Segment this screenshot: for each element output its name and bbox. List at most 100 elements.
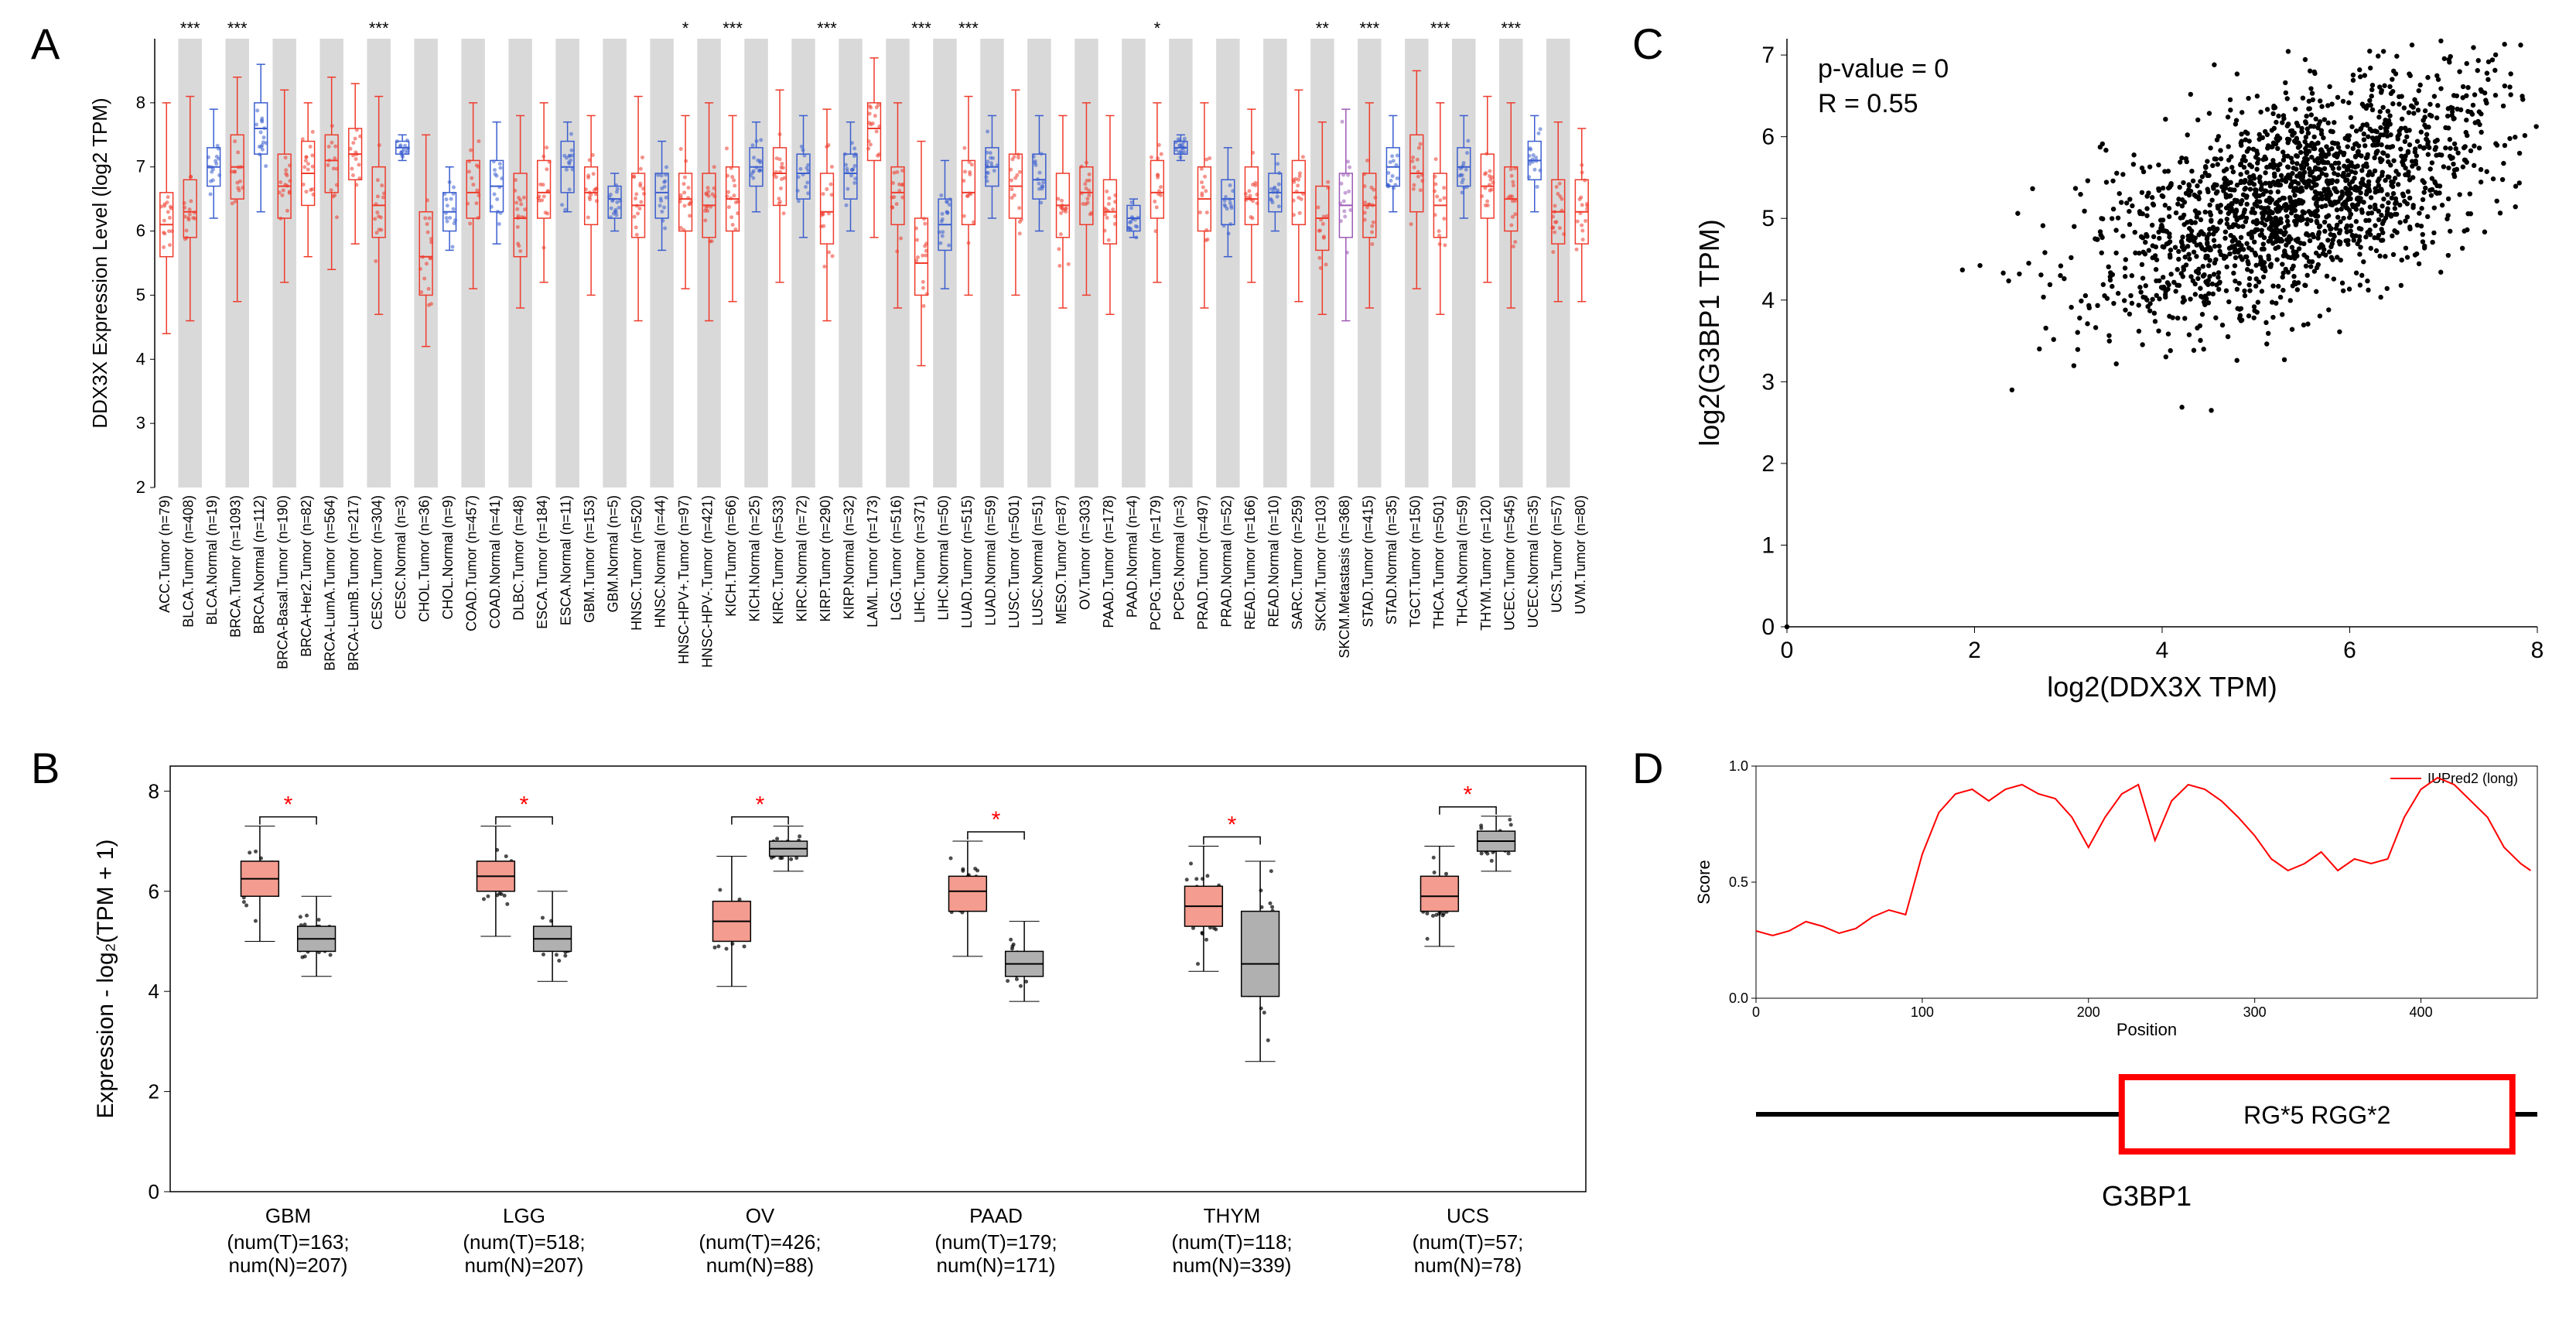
svg-text:SARC.Tumor (n=259): SARC.Tumor (n=259) — [1290, 495, 1305, 630]
svg-text:Score: Score — [1694, 860, 1713, 904]
svg-text:BRCA-LumA.Tumor (n=564): BRCA-LumA.Tumor (n=564) — [323, 495, 338, 671]
svg-text:THCA.Tumor (n=501): THCA.Tumor (n=501) — [1431, 495, 1447, 629]
svg-text:***: *** — [1430, 19, 1450, 38]
svg-text:HNSC.Tumor (n=520): HNSC.Tumor (n=520) — [629, 495, 644, 631]
svg-text:num(N)=339): num(N)=339) — [1173, 1254, 1292, 1277]
svg-text:6: 6 — [149, 880, 159, 903]
svg-text:LUSC.Normal (n=51): LUSC.Normal (n=51) — [1030, 495, 1045, 626]
svg-text:LUSC.Tumor (n=501): LUSC.Tumor (n=501) — [1006, 495, 1022, 628]
svg-text:100: 100 — [1911, 1004, 1934, 1020]
svg-text:num(N)=88): num(N)=88) — [706, 1254, 814, 1277]
svg-text:2: 2 — [136, 477, 145, 497]
svg-text:COAD.Normal (n=41): COAD.Normal (n=41) — [487, 495, 503, 629]
svg-text:*: * — [520, 792, 529, 818]
svg-text:DDX3X Expression Level (log2 T: DDX3X Expression Level (log2 TPM) — [88, 98, 111, 428]
svg-text:log2(G3BP1 TPM): log2(G3BP1 TPM) — [1693, 219, 1725, 446]
svg-text:8: 8 — [2531, 638, 2544, 663]
svg-text:CESC.Tumor (n=304): CESC.Tumor (n=304) — [370, 495, 385, 630]
svg-text:num(N)=171): num(N)=171) — [937, 1254, 1056, 1277]
svg-text:LIHC.Normal (n=50): LIHC.Normal (n=50) — [935, 495, 951, 621]
svg-text:PRAD.Tumor (n=497): PRAD.Tumor (n=497) — [1195, 495, 1211, 630]
svg-text:KIRC.Normal (n=72): KIRC.Normal (n=72) — [794, 495, 810, 622]
svg-text:7: 7 — [1761, 43, 1775, 68]
svg-text:UCEC.Tumor (n=545): UCEC.Tumor (n=545) — [1502, 495, 1517, 631]
svg-text:HNSC.Normal (n=44): HNSC.Normal (n=44) — [653, 495, 668, 628]
svg-text:THYM.Tumor (n=120): THYM.Tumor (n=120) — [1478, 495, 1494, 631]
panel-C-chart: 0246801234567log2(DDX3X TPM)log2(G3BP1 T… — [1686, 23, 2553, 720]
svg-text:ESCA.Tumor (n=184): ESCA.Tumor (n=184) — [535, 495, 550, 629]
panel-label-C: C — [1632, 19, 1663, 69]
svg-text:RG*5 RGG*2: RG*5 RGG*2 — [2243, 1101, 2390, 1129]
svg-text:2: 2 — [1968, 638, 1981, 663]
svg-text:HNSC-HPV+.Tumor (n=97): HNSC-HPV+.Tumor (n=97) — [676, 495, 692, 664]
svg-text:READ.Tumor (n=166): READ.Tumor (n=166) — [1242, 495, 1258, 630]
panel-label-D: D — [1632, 743, 1663, 793]
svg-text:*: * — [1154, 19, 1161, 38]
svg-text:READ.Normal (n=10): READ.Normal (n=10) — [1266, 495, 1281, 628]
svg-text:UVM.Tumor (n=80): UVM.Tumor (n=80) — [1573, 495, 1588, 614]
svg-text:PCPG.Normal (n=3): PCPG.Normal (n=3) — [1171, 495, 1187, 621]
svg-text:***: *** — [1359, 19, 1379, 38]
svg-text:R = 0.55: R = 0.55 — [1818, 89, 1918, 118]
svg-text:GBM: GBM — [265, 1204, 311, 1227]
svg-text:1: 1 — [1761, 532, 1775, 558]
svg-text:0: 0 — [149, 1180, 159, 1203]
panel-label-B: B — [31, 743, 60, 793]
svg-text:UCEC.Normal (n=35): UCEC.Normal (n=35) — [1525, 495, 1541, 628]
svg-text:num(N)=78): num(N)=78) — [1414, 1254, 1522, 1277]
svg-text:UCS.Tumor (n=57): UCS.Tumor (n=57) — [1549, 495, 1564, 613]
svg-text:log2(DDX3X TPM): log2(DDX3X TPM) — [2047, 671, 2277, 703]
svg-text:G3BP1: G3BP1 — [2102, 1180, 2192, 1212]
svg-text:OV.Tumor (n=303): OV.Tumor (n=303) — [1077, 495, 1092, 610]
svg-text:0: 0 — [1752, 1004, 1760, 1020]
svg-text:OV: OV — [746, 1204, 775, 1227]
svg-text:num(N)=207): num(N)=207) — [229, 1254, 348, 1277]
svg-text:*: * — [284, 792, 293, 818]
svg-text:*: * — [682, 19, 689, 38]
svg-text:LGG.Tumor (n=516): LGG.Tumor (n=516) — [888, 495, 904, 621]
svg-text:CESC.Normal (n=3): CESC.Normal (n=3) — [393, 495, 408, 620]
svg-text:CHOL.Tumor (n=36): CHOL.Tumor (n=36) — [417, 495, 432, 622]
svg-text:THYM: THYM — [1204, 1204, 1261, 1227]
svg-text:*: * — [1464, 782, 1473, 808]
svg-text:400: 400 — [2410, 1004, 2433, 1020]
svg-text:***: *** — [911, 19, 931, 38]
svg-text:(num(T)=179;: (num(T)=179; — [934, 1230, 1057, 1254]
svg-text:PAAD.Tumor (n=178): PAAD.Tumor (n=178) — [1101, 495, 1116, 628]
svg-text:0.0: 0.0 — [1729, 990, 1748, 1006]
svg-text:BRCA.Normal (n=112): BRCA.Normal (n=112) — [251, 495, 267, 634]
svg-text:CHOL.Normal (n=9): CHOL.Normal (n=9) — [440, 495, 456, 620]
svg-text:8: 8 — [136, 93, 145, 112]
svg-text:0: 0 — [1781, 638, 1794, 663]
svg-text:4: 4 — [2156, 638, 2169, 663]
svg-text:Position: Position — [2116, 1020, 2177, 1039]
svg-text:ACC.Tumor (n=79): ACC.Tumor (n=79) — [157, 495, 173, 613]
svg-text:BRCA.Tumor (n=1093): BRCA.Tumor (n=1093) — [228, 495, 244, 638]
svg-text:2: 2 — [149, 1080, 159, 1103]
svg-text:200: 200 — [2077, 1004, 2100, 1020]
panel-B-chart: 02468Expression - log₂(TPM + 1)*GBM(num(… — [85, 751, 1601, 1308]
svg-text:UCS: UCS — [1447, 1204, 1489, 1227]
svg-text:3: 3 — [1761, 369, 1775, 395]
svg-text:***: *** — [180, 19, 200, 38]
svg-text:BLCA.Normal (n=19): BLCA.Normal (n=19) — [204, 495, 220, 625]
svg-text:3: 3 — [136, 413, 145, 433]
svg-text:LGG: LGG — [503, 1204, 545, 1227]
svg-text:num(N)=207): num(N)=207) — [465, 1254, 584, 1277]
svg-text:THCA.Normal (n=59): THCA.Normal (n=59) — [1454, 495, 1470, 627]
svg-text:COAD.Tumor (n=457): COAD.Tumor (n=457) — [464, 495, 480, 631]
svg-text:DLBC.Tumor (n=48): DLBC.Tumor (n=48) — [511, 495, 527, 621]
svg-text:2: 2 — [1761, 451, 1775, 477]
svg-text:PAAD.Normal (n=4): PAAD.Normal (n=4) — [1124, 495, 1139, 618]
svg-text:LAML.Tumor (n=173): LAML.Tumor (n=173) — [865, 495, 880, 628]
panel-A-chart: 2345678DDX3X Expression Level (log2 TPM)… — [85, 15, 1601, 743]
panel-label-A: A — [31, 19, 60, 69]
svg-text:STAD.Tumor (n=415): STAD.Tumor (n=415) — [1360, 495, 1375, 628]
svg-text:BRCA-Basal.Tumor (n=190): BRCA-Basal.Tumor (n=190) — [275, 495, 291, 669]
svg-text:(num(T)=57;: (num(T)=57; — [1413, 1230, 1524, 1254]
svg-text:4: 4 — [136, 349, 145, 368]
svg-text:4: 4 — [1761, 288, 1775, 313]
svg-text:5: 5 — [1761, 206, 1775, 231]
svg-text:7: 7 — [136, 157, 145, 176]
svg-text:(num(T)=163;: (num(T)=163; — [227, 1230, 349, 1254]
